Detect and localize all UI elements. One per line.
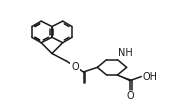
Text: O: O xyxy=(71,62,79,72)
Text: NH: NH xyxy=(118,48,133,58)
Text: OH: OH xyxy=(142,72,157,82)
Text: O: O xyxy=(127,91,134,101)
Polygon shape xyxy=(117,75,131,82)
